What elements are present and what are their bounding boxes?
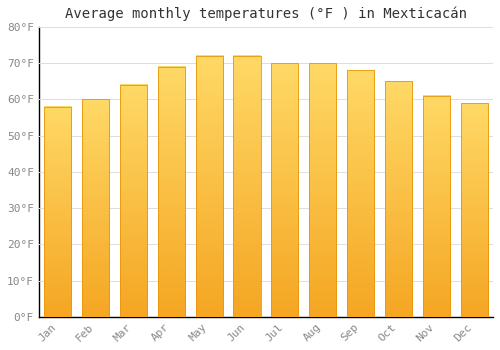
Bar xyxy=(234,56,260,317)
Bar xyxy=(460,103,488,317)
Bar xyxy=(82,99,109,317)
Bar xyxy=(422,96,450,317)
Bar xyxy=(385,81,412,317)
Title: Average monthly temperatures (°F ) in Mexticacán: Average monthly temperatures (°F ) in Me… xyxy=(65,7,467,21)
Bar xyxy=(347,70,374,317)
Bar xyxy=(158,66,185,317)
Bar xyxy=(120,85,147,317)
Bar xyxy=(196,56,223,317)
Bar xyxy=(309,63,336,317)
Bar xyxy=(44,106,72,317)
Bar xyxy=(271,63,298,317)
